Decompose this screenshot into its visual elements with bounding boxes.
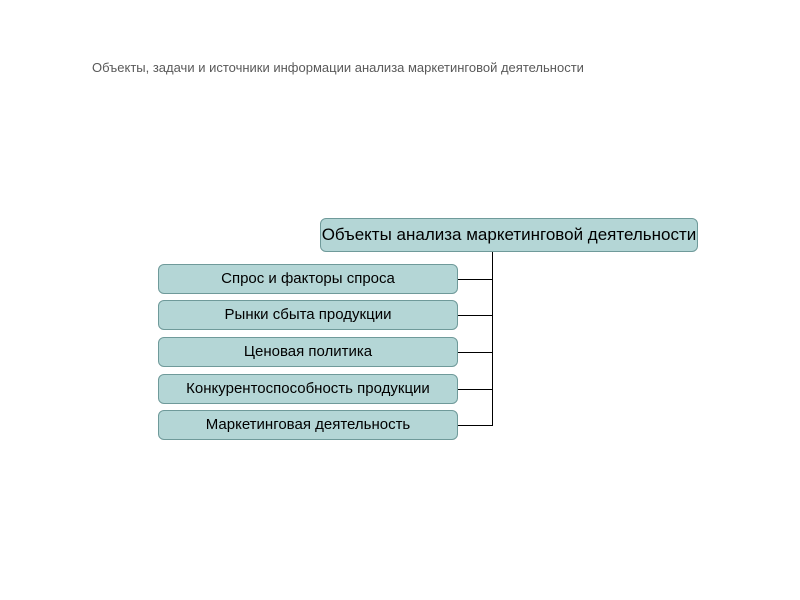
diagram-child-label: Конкурентоспособность продукции	[186, 380, 430, 398]
diagram-child-node: Рынки сбыта продукции	[158, 300, 458, 330]
connector-spur	[458, 425, 493, 426]
diagram-child-label: Рынки сбыта продукции	[225, 306, 392, 324]
diagram-root-label: Объекты анализа маркетинговой деятельнос…	[322, 225, 697, 245]
diagram-child-label: Спрос и факторы спроса	[221, 270, 395, 288]
connector-spur	[458, 315, 493, 316]
connector-spur	[458, 279, 493, 280]
diagram-child-label: Ценовая политика	[244, 343, 372, 361]
connector-spur	[458, 352, 493, 353]
diagram-child-node: Конкурентоспособность продукции	[158, 374, 458, 404]
connector-spur	[458, 389, 493, 390]
diagram-child-node: Спрос и факторы спроса	[158, 264, 458, 294]
page-title: Объекты, задачи и источники информации а…	[92, 60, 584, 75]
diagram-child-node: Ценовая политика	[158, 337, 458, 367]
diagram-child-node: Маркетинговая деятельность	[158, 410, 458, 440]
diagram-child-label: Маркетинговая деятельность	[206, 416, 411, 434]
diagram-root-node: Объекты анализа маркетинговой деятельнос…	[320, 218, 698, 252]
